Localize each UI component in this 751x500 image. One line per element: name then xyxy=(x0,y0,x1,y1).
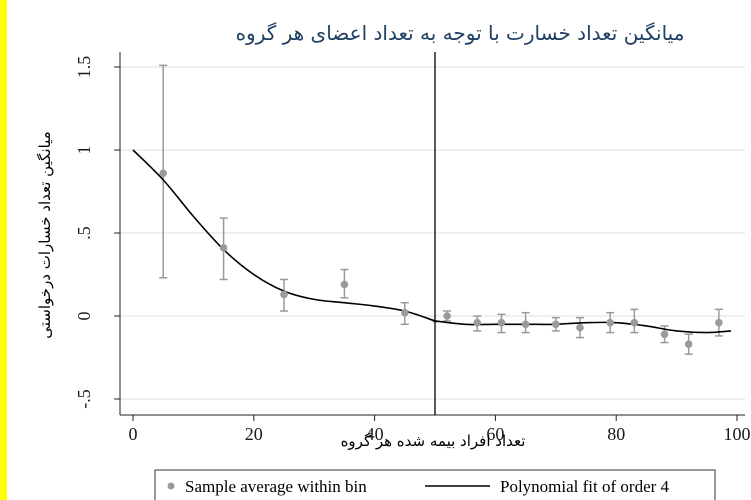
bin-average-point xyxy=(715,318,723,327)
y-ticks: -.5 0 .5 1 1.5 xyxy=(74,56,120,409)
x-tick-label: 80 xyxy=(607,424,625,444)
legend-label-sample: Sample average within bin xyxy=(185,477,367,496)
bin-average-point xyxy=(521,320,530,329)
x-ticks: 0 20 40 60 80 100 xyxy=(129,415,751,444)
y-axis-label: میانگین تعداد خسارات درخواستی xyxy=(36,131,54,338)
bin-average-point xyxy=(443,312,451,320)
bin-average-point xyxy=(401,308,409,317)
x-tick-label: 0 xyxy=(129,424,138,444)
y-tick-label: 1.5 xyxy=(74,56,94,79)
legend: Sample average within bin Polynomial fit… xyxy=(154,469,716,500)
x-tick-label: 40 xyxy=(366,424,384,444)
bin-average-point xyxy=(660,330,669,339)
x-tick-label: 20 xyxy=(245,424,263,444)
chart-title: میانگین تعداد خسارت با توجه به تعداد اعض… xyxy=(236,21,685,45)
y-tick-label: 0 xyxy=(74,312,94,321)
bin-average-point xyxy=(340,280,349,289)
x-tick-label: 100 xyxy=(724,424,751,444)
bin-average-point xyxy=(473,318,482,327)
bin-average-point xyxy=(159,169,167,178)
legend-point-marker xyxy=(167,482,175,490)
y-tick-label: 1 xyxy=(74,146,94,155)
x-tick-label: 60 xyxy=(486,424,504,444)
bin-average-point xyxy=(219,244,228,252)
bin-average-point xyxy=(552,320,560,329)
y-tick-label: .5 xyxy=(74,226,94,240)
legend-label-fit: Polynomial fit of order 4 xyxy=(500,477,670,496)
bin-average-point xyxy=(684,340,693,349)
bin-average-point xyxy=(497,318,506,327)
bin-average-point xyxy=(630,318,639,327)
bin-average-point xyxy=(606,318,614,327)
bin-average-point xyxy=(280,290,288,299)
legend-box xyxy=(154,469,716,500)
yellow-edge-bar xyxy=(0,0,7,500)
bin-average-points xyxy=(159,169,723,349)
y-tick-label: -.5 xyxy=(74,389,94,409)
x-axis-label: تعداد افراد بیمه شده هر گروه xyxy=(341,432,526,450)
bin-average-point xyxy=(576,323,584,332)
